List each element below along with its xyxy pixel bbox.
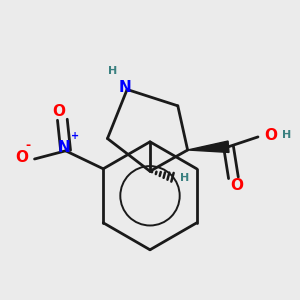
Text: N: N xyxy=(119,80,132,95)
Text: O: O xyxy=(230,178,243,194)
Text: O: O xyxy=(264,128,277,143)
Text: N: N xyxy=(58,140,70,155)
Text: H: H xyxy=(180,173,190,183)
Text: +: + xyxy=(71,131,80,141)
Text: H: H xyxy=(108,67,117,76)
Polygon shape xyxy=(188,141,229,152)
Text: O: O xyxy=(15,150,28,165)
Text: O: O xyxy=(52,104,66,119)
Text: -: - xyxy=(26,140,31,152)
Text: H: H xyxy=(282,130,291,140)
